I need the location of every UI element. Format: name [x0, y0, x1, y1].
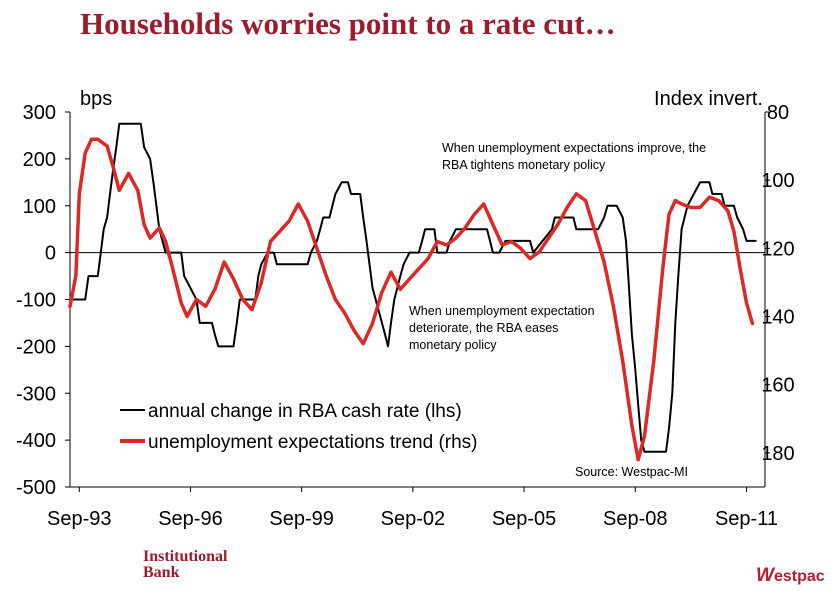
left-tick-label: -200	[16, 336, 56, 358]
left-tick-label: -500	[16, 477, 56, 499]
westpac-logo-mark: W	[756, 565, 774, 586]
source-note: Source: Westpac-MI	[575, 465, 688, 479]
unemployment-expectations-line	[68, 137, 755, 462]
annotation-text: monetary policy	[409, 338, 497, 352]
x-tick-label: Sep-11	[715, 508, 778, 530]
right-tick-label: 140	[761, 307, 794, 329]
annotation-text: When unemployment expectation	[409, 304, 595, 318]
x-tick-label: Sep-08	[603, 508, 668, 530]
right-tick-label: 80	[767, 102, 789, 124]
left-tick-label: -400	[16, 430, 56, 452]
cash-rate-change-line	[69, 122, 757, 453]
x-tick-label: Sep-93	[47, 508, 112, 530]
annotation-text: RBA tightens monetary policy	[442, 158, 606, 172]
left-tick-label: 100	[23, 196, 56, 218]
left-tick-label: 300	[23, 102, 56, 124]
x-tick-label: Sep-02	[381, 508, 446, 530]
x-tick-label: Sep-99	[269, 508, 334, 530]
left-tick-label: -300	[16, 383, 56, 405]
left-tick-label: 200	[23, 149, 56, 171]
right-tick-label: 100	[761, 170, 794, 192]
logo-line-1: Institutional	[143, 548, 228, 565]
left-tick-label: -100	[16, 290, 56, 312]
left-axis-title: bps	[80, 88, 112, 110]
x-tick-label: Sep-05	[492, 508, 557, 530]
annotation-text: When unemployment expectations improve, …	[442, 141, 706, 155]
page-title: Households worries point to a rate cut…	[80, 6, 616, 41]
left-tick-label: 0	[45, 243, 56, 265]
legend-label: annual change in RBA cash rate (lhs)	[148, 401, 462, 422]
right-tick-label: 160	[761, 375, 794, 397]
x-tick-label: Sep-96	[158, 508, 223, 530]
westpac-logo-text: estpac	[773, 568, 825, 585]
logo-line-2: Bank	[143, 564, 180, 581]
institutional-bank-logo: Institutional Bank	[143, 549, 227, 581]
right-axis-title: Index invert.	[654, 88, 763, 110]
right-tick-label: 120	[761, 238, 794, 260]
legend-label: unemployment expectations trend (rhs)	[148, 432, 478, 453]
westpac-logo: Westpac	[756, 565, 825, 587]
annotation-text: deteriorate, the RBA eases	[409, 321, 558, 335]
right-tick-label: 180	[761, 443, 794, 465]
